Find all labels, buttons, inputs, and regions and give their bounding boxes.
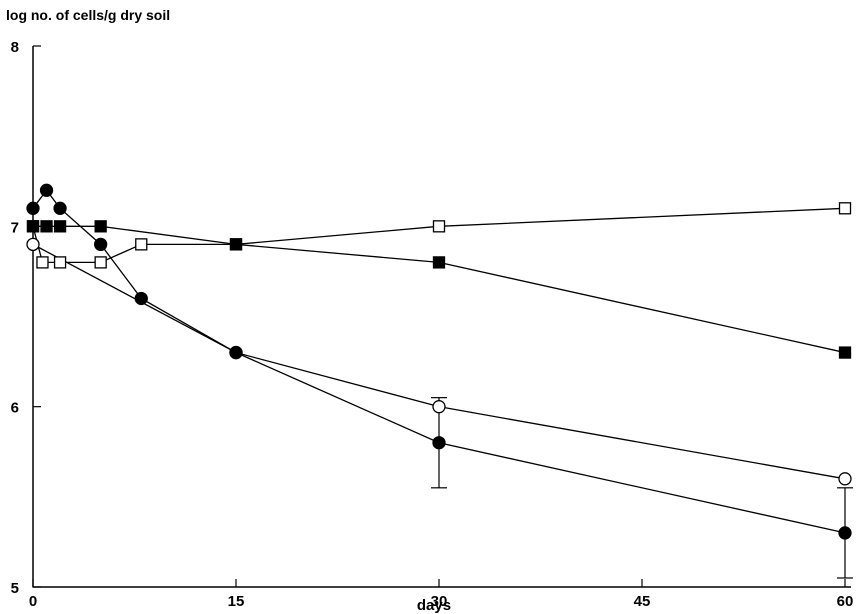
x-tick-label: 15	[228, 593, 245, 610]
data-point-filled-circle	[838, 526, 852, 540]
x-tick-label: 0	[29, 593, 37, 610]
y-tick-label: 5	[11, 580, 19, 597]
data-point-open-square	[432, 220, 446, 233]
data-point-filled-circle	[53, 201, 67, 215]
data-point-open-square	[94, 256, 107, 269]
data-point-filled-square	[94, 220, 107, 233]
data-point-filled-square	[40, 220, 53, 233]
y-tick-label: 7	[11, 219, 19, 236]
data-point-filled-circle	[432, 436, 446, 450]
x-tick-label: 45	[634, 593, 651, 610]
data-point-open-square	[36, 256, 49, 269]
data-point-filled-square	[26, 220, 40, 233]
data-point-open-square	[838, 202, 852, 215]
series-line-open-circle	[32, 243, 846, 480]
data-point-open-square	[53, 256, 67, 269]
data-point-open-circle	[432, 400, 446, 414]
data-point-filled-square	[838, 346, 852, 359]
series-line-filled-square	[33, 225, 846, 354]
data-point-open-square	[135, 238, 148, 251]
y-tick-label: 6	[11, 400, 19, 417]
x-tick-label: 30	[431, 593, 448, 610]
x-axis-title: days	[417, 597, 451, 614]
data-point-filled-square	[229, 238, 243, 251]
data-point-filled-square	[53, 220, 67, 233]
data-point-filled-circle	[39, 183, 54, 197]
y-tick-label: 8	[11, 39, 19, 56]
data-point-filled-square	[432, 256, 446, 269]
data-point-open-circle	[26, 237, 40, 252]
series-markers	[26, 183, 852, 540]
data-point-filled-circle	[26, 201, 40, 215]
y-axis-title: log no. of cells/g dry soil	[6, 7, 170, 23]
data-point-open-circle	[838, 472, 852, 486]
axes	[32, 46, 851, 588]
data-point-filled-circle	[229, 345, 243, 360]
series-line-open-square	[32, 207, 846, 264]
x-tick-label: 60	[837, 593, 854, 610]
axis-ticks: 0 15 30 45 60 5 6 7 8	[11, 39, 854, 610]
data-point-filled-circle	[134, 291, 148, 306]
data-point-filled-circle	[94, 237, 108, 252]
